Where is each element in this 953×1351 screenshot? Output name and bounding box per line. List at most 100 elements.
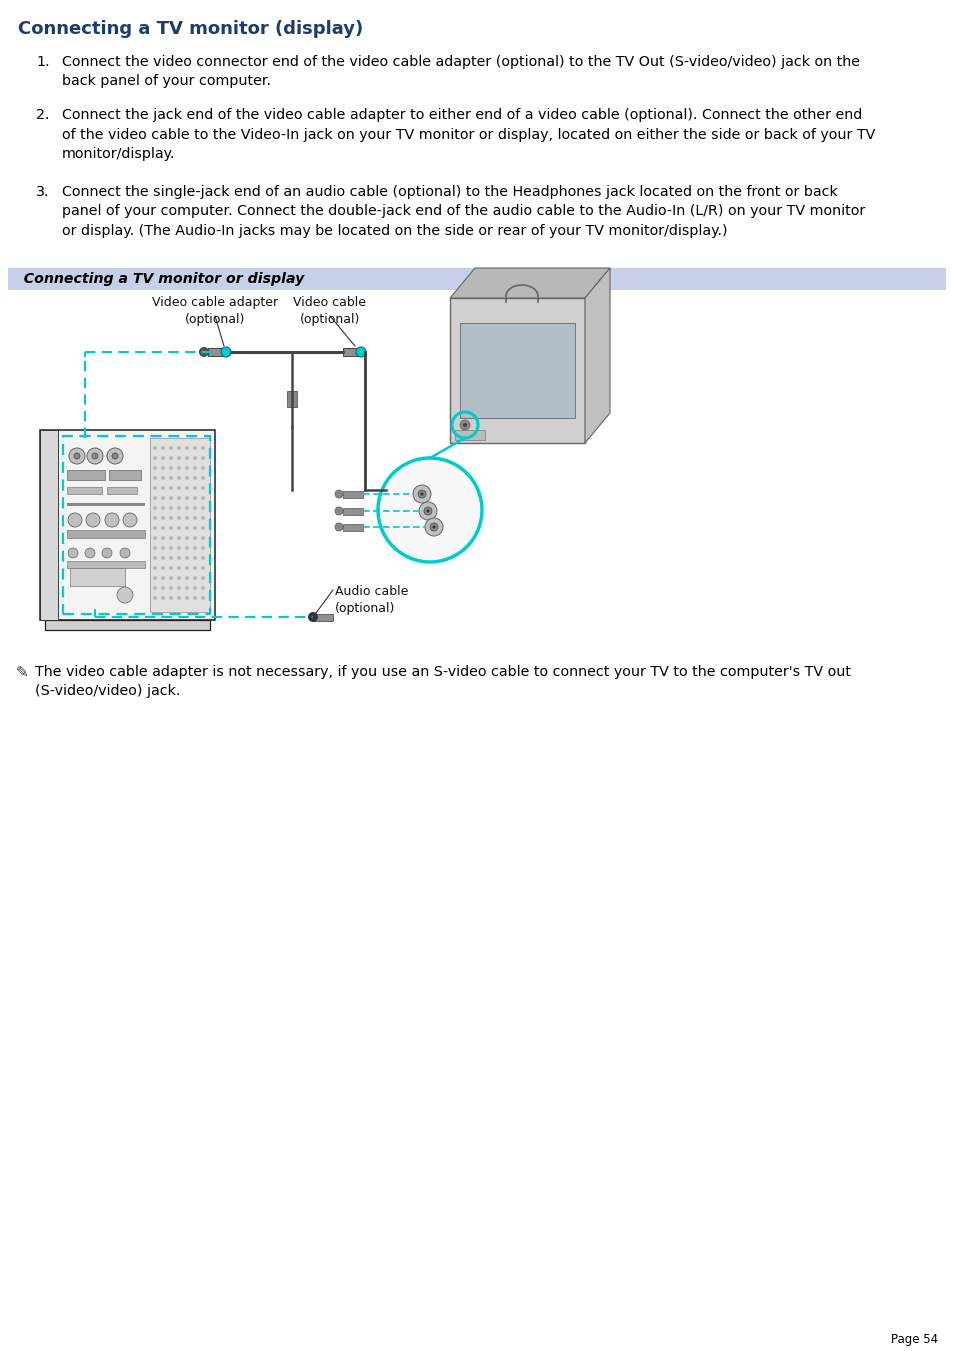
Circle shape	[86, 513, 100, 527]
Circle shape	[169, 546, 172, 550]
Circle shape	[201, 566, 205, 570]
Text: 3.: 3.	[36, 185, 50, 199]
Circle shape	[169, 446, 172, 450]
Circle shape	[335, 523, 343, 531]
Circle shape	[87, 449, 103, 463]
Circle shape	[161, 586, 165, 590]
Circle shape	[430, 523, 437, 531]
Text: Video cable
(optional): Video cable (optional)	[294, 296, 366, 326]
Circle shape	[177, 586, 181, 590]
Circle shape	[201, 476, 205, 480]
Circle shape	[418, 503, 436, 520]
Bar	[343, 523, 363, 531]
Circle shape	[177, 507, 181, 509]
Bar	[40, 430, 58, 620]
Circle shape	[201, 576, 205, 580]
Circle shape	[417, 490, 426, 499]
Circle shape	[193, 516, 196, 520]
Circle shape	[432, 526, 435, 528]
Circle shape	[169, 496, 172, 500]
Circle shape	[221, 347, 231, 357]
Circle shape	[169, 576, 172, 580]
Circle shape	[193, 557, 196, 561]
Circle shape	[377, 458, 481, 562]
Circle shape	[193, 496, 196, 500]
Bar	[455, 430, 484, 440]
Circle shape	[177, 576, 181, 580]
Circle shape	[185, 596, 189, 600]
Circle shape	[152, 446, 157, 450]
Circle shape	[152, 507, 157, 509]
Circle shape	[105, 513, 119, 527]
Circle shape	[152, 536, 157, 540]
Circle shape	[193, 526, 196, 530]
Circle shape	[177, 476, 181, 480]
Circle shape	[193, 586, 196, 590]
Circle shape	[185, 546, 189, 550]
Bar	[287, 390, 296, 407]
Circle shape	[308, 612, 317, 621]
Circle shape	[185, 496, 189, 500]
Text: Connect the video connector end of the video cable adapter (optional) to the TV : Connect the video connector end of the v…	[62, 55, 859, 89]
Circle shape	[91, 453, 98, 459]
Polygon shape	[450, 267, 609, 299]
Circle shape	[201, 526, 205, 530]
Circle shape	[201, 516, 205, 520]
Circle shape	[185, 566, 189, 570]
Circle shape	[161, 576, 165, 580]
Bar	[313, 613, 333, 620]
Circle shape	[177, 486, 181, 490]
Circle shape	[177, 516, 181, 520]
Circle shape	[161, 557, 165, 561]
Circle shape	[201, 586, 205, 590]
Bar	[45, 620, 210, 630]
Circle shape	[161, 496, 165, 500]
Circle shape	[161, 486, 165, 490]
Circle shape	[185, 476, 189, 480]
Circle shape	[74, 453, 80, 459]
Text: Video cable adapter
(optional): Video cable adapter (optional)	[152, 296, 277, 326]
Circle shape	[193, 476, 196, 480]
Circle shape	[152, 596, 157, 600]
Circle shape	[152, 496, 157, 500]
Circle shape	[161, 526, 165, 530]
Circle shape	[169, 536, 172, 540]
Circle shape	[169, 566, 172, 570]
Circle shape	[177, 596, 181, 600]
Circle shape	[169, 586, 172, 590]
Circle shape	[185, 446, 189, 450]
Circle shape	[161, 446, 165, 450]
Circle shape	[107, 449, 123, 463]
Bar	[459, 323, 575, 417]
Circle shape	[193, 546, 196, 550]
Circle shape	[161, 546, 165, 550]
Circle shape	[426, 509, 429, 512]
Circle shape	[169, 476, 172, 480]
Circle shape	[201, 486, 205, 490]
Circle shape	[68, 549, 78, 558]
Circle shape	[193, 446, 196, 450]
Circle shape	[199, 347, 209, 357]
Circle shape	[169, 526, 172, 530]
Circle shape	[185, 557, 189, 561]
Circle shape	[193, 466, 196, 470]
Bar	[67, 470, 105, 480]
Circle shape	[69, 449, 85, 463]
Circle shape	[193, 566, 196, 570]
Bar	[40, 430, 214, 620]
Circle shape	[152, 576, 157, 580]
Text: Connecting a TV monitor (display): Connecting a TV monitor (display)	[18, 20, 363, 38]
Circle shape	[112, 453, 118, 459]
Circle shape	[177, 546, 181, 550]
Circle shape	[161, 507, 165, 509]
Bar	[343, 508, 363, 515]
Circle shape	[185, 536, 189, 540]
Circle shape	[152, 476, 157, 480]
Bar	[208, 349, 226, 357]
Circle shape	[177, 557, 181, 561]
Circle shape	[161, 457, 165, 459]
Polygon shape	[584, 267, 609, 443]
Circle shape	[169, 457, 172, 459]
Circle shape	[193, 507, 196, 509]
Bar	[67, 530, 145, 538]
